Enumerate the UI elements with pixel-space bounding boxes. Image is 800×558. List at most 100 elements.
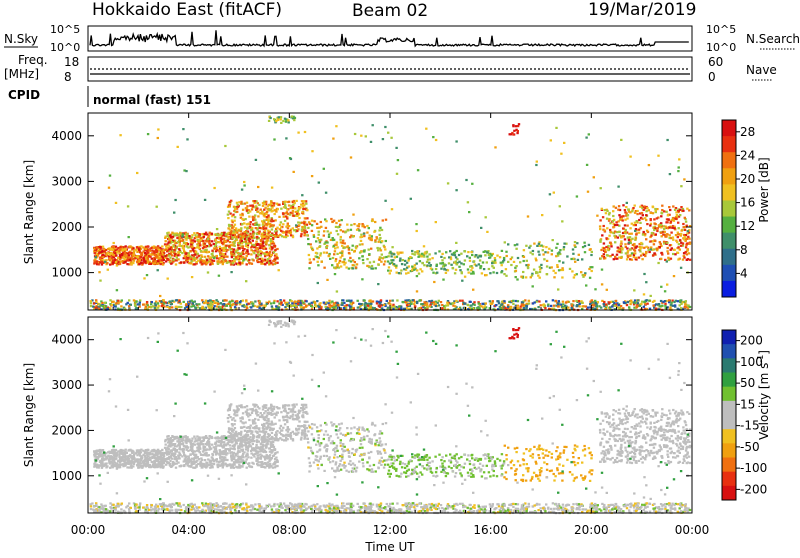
- power-cell: [183, 248, 185, 250]
- power-cell: [648, 249, 650, 251]
- power-cell: [226, 249, 228, 251]
- power-cell: [120, 305, 122, 307]
- power-cell: [671, 302, 673, 304]
- power-cell: [556, 243, 558, 245]
- power-cell: [234, 245, 236, 247]
- velocity-cell: [120, 464, 122, 466]
- power-cell: [558, 300, 560, 302]
- power-cell: [109, 258, 111, 260]
- power-cell: [517, 125, 519, 127]
- power-cell: [442, 262, 444, 264]
- power-cell: [303, 231, 305, 233]
- power-cell: [528, 247, 530, 249]
- power-cell: [337, 226, 339, 228]
- velocity-cell: [132, 458, 134, 460]
- power-cell: [268, 234, 270, 236]
- power-cell: [611, 254, 613, 256]
- power-cell: [208, 242, 210, 244]
- power-cell: [671, 247, 673, 249]
- power-cell: [413, 303, 415, 305]
- power-cell: [478, 302, 480, 304]
- power-cell: [655, 308, 657, 310]
- power-cell: [455, 189, 457, 191]
- power-cell: [678, 166, 680, 168]
- power-cell: [301, 211, 303, 213]
- power-cell: [664, 303, 666, 305]
- power-cell: [250, 253, 252, 255]
- power-cell: [111, 246, 113, 248]
- power-cell: [567, 307, 569, 309]
- power-cell: [641, 258, 643, 260]
- power-cell: [668, 227, 670, 229]
- power-cell: [515, 265, 517, 267]
- power-cell: [351, 249, 353, 251]
- velocity-cell: [155, 450, 157, 452]
- power-cell: [380, 257, 382, 259]
- power-cell: [614, 231, 616, 233]
- power-cell: [650, 235, 652, 237]
- power-cell: [444, 307, 446, 309]
- power-cell: [557, 288, 559, 290]
- power-cell: [113, 254, 115, 256]
- power-cell: [272, 260, 274, 262]
- power-cell: [635, 247, 637, 249]
- power-cell: [416, 230, 418, 232]
- velocity-cell: [96, 464, 98, 466]
- power-cell: [361, 223, 363, 225]
- power-cell: [283, 236, 285, 238]
- power-cell: [185, 243, 187, 245]
- power-colorbar-label: Power [dB]: [757, 157, 771, 222]
- power-cell: [202, 251, 204, 253]
- velocity-cell: [133, 463, 135, 465]
- power-cell: [615, 300, 617, 302]
- power-cell: [231, 300, 233, 302]
- power-cell: [664, 231, 666, 233]
- power-cell: [171, 300, 173, 302]
- power-cell: [303, 204, 305, 206]
- power-cell: [636, 213, 638, 215]
- power-cell: [232, 234, 234, 236]
- power-cell: [672, 219, 674, 221]
- power-cell: [615, 207, 617, 209]
- power-cell: [435, 268, 437, 270]
- power-cell: [193, 263, 195, 265]
- power-cell: [335, 222, 337, 224]
- power-cell: [473, 260, 475, 262]
- power-cell: [107, 269, 109, 271]
- power-cell: [634, 205, 636, 207]
- power-cell: [522, 304, 524, 306]
- noise-sky-trace: [90, 30, 689, 46]
- power-cell: [432, 136, 434, 138]
- power-cell: [244, 226, 246, 228]
- power-cell: [98, 271, 100, 273]
- power-cell: [171, 303, 173, 305]
- power-cell: [177, 241, 179, 243]
- power-cell: [576, 195, 578, 197]
- power-cell: [423, 256, 425, 258]
- power-cell: [406, 262, 408, 264]
- power-cell: [246, 249, 248, 251]
- velocity-cell: [158, 452, 160, 454]
- power-cell: [208, 305, 210, 307]
- power-cell: [284, 306, 286, 308]
- power-cell: [375, 267, 377, 269]
- power-cell: [553, 270, 555, 272]
- power-cell: [325, 227, 327, 229]
- power-cell: [617, 186, 619, 188]
- power-cell: [610, 231, 612, 233]
- power-cell: [614, 236, 616, 238]
- power-cell: [537, 275, 539, 277]
- power-cell: [438, 250, 440, 252]
- power-cell: [441, 307, 443, 309]
- power-cell: [684, 217, 686, 219]
- power-cell: [680, 245, 682, 247]
- power-cell: [182, 233, 184, 235]
- power-cell: [310, 305, 312, 307]
- power-cell: [644, 255, 646, 257]
- power-cell: [370, 248, 372, 250]
- power-cell: [353, 223, 355, 225]
- power-cell: [218, 250, 220, 252]
- power-cell: [627, 256, 629, 258]
- power-cell: [677, 252, 679, 254]
- power-cell: [245, 280, 247, 282]
